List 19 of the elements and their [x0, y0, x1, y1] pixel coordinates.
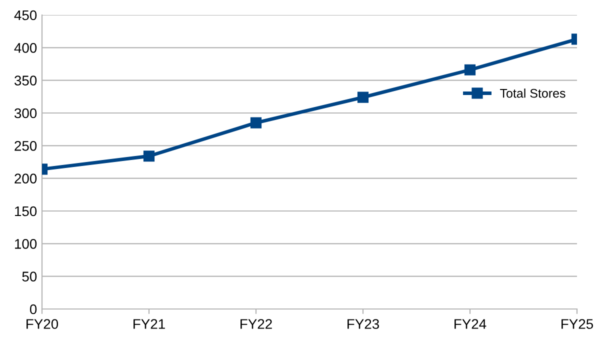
y-tick-label: 0	[30, 304, 37, 314]
x-tick-label: FY23	[348, 319, 379, 329]
y-tick-label: 100	[15, 239, 37, 249]
point	[357, 92, 369, 103]
x-tick-label: FY22	[240, 319, 272, 329]
point	[250, 117, 262, 128]
x-tick-label: FY25	[562, 319, 594, 329]
y-tick-label: 450	[14, 10, 37, 20]
y-tick-label: 200	[14, 174, 37, 184]
y-tick-label: 400	[14, 43, 37, 53]
y-tick-label: 350	[14, 76, 37, 86]
y-tick-label: 250	[14, 141, 37, 151]
legend-label: Total Stores	[500, 88, 566, 98]
x-tick-label: FY20	[26, 319, 58, 329]
x-tick-label: FY21	[134, 319, 165, 329]
y-tick-label: 300	[14, 108, 37, 118]
x-tick-label: FY24	[454, 319, 486, 329]
y-tick-label: 50	[22, 272, 37, 282]
y-tick-label: 150	[15, 206, 37, 216]
